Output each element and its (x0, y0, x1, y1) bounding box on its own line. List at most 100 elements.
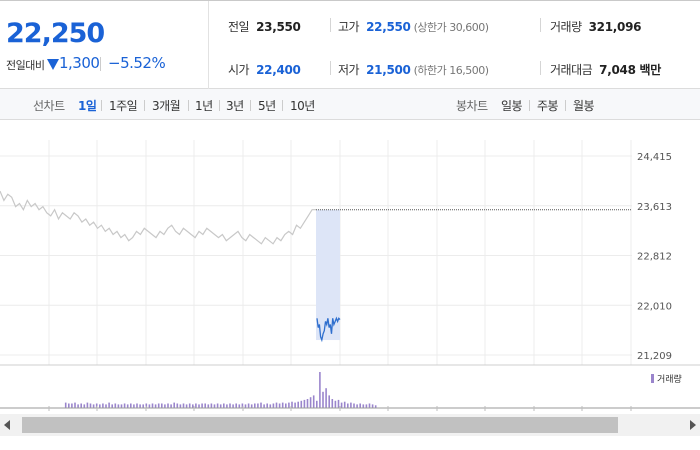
volume-bar (151, 403, 154, 408)
volume-bar (278, 403, 281, 408)
volume-bar (316, 400, 318, 408)
quote-header: 22,250 전일대비 1,300 −5.52% 전일 23,550 고가 22,5… (0, 0, 700, 89)
volume-bar (272, 403, 275, 408)
volume-bar (226, 404, 228, 408)
period-3y[interactable]: 3년 (226, 99, 244, 113)
volume-bar (64, 402, 67, 408)
volume-bar (347, 403, 349, 408)
divider (565, 100, 566, 111)
volume-bar (319, 372, 321, 408)
divider (250, 100, 251, 111)
volume-bar (359, 403, 361, 408)
scroll-left-arrow-icon[interactable] (4, 420, 10, 430)
volume-bar (114, 403, 117, 408)
stat-low: 저가 21,500 (하한가 16,500) (338, 61, 489, 78)
volume-bar (213, 404, 216, 408)
volume-bar (362, 404, 365, 408)
stat-label: 시가 (228, 63, 250, 77)
candle-daily[interactable]: 일봉 (501, 99, 523, 113)
volume-bar (182, 403, 185, 408)
volume-bar (260, 402, 262, 408)
volume-bar (374, 405, 377, 408)
volume-bar (254, 403, 256, 408)
volume-bar (371, 404, 374, 408)
volume-bar (291, 401, 293, 408)
volume-bar (281, 402, 284, 408)
divider (188, 100, 189, 111)
volume-bar (235, 403, 237, 408)
volume-bar (126, 404, 129, 408)
volume-bar (350, 402, 352, 408)
stat-lower-limit: (하한가 16,500) (413, 64, 489, 77)
volume-bar (198, 404, 200, 408)
volume-bar (111, 404, 113, 408)
volume-bar (133, 404, 135, 408)
volume-bar (95, 403, 98, 408)
volume-bar (130, 403, 132, 408)
stat-value: 7,048 백만 (599, 63, 661, 77)
volume-bar (257, 403, 259, 408)
divider (100, 57, 101, 71)
chart-scrollbar[interactable] (0, 414, 700, 436)
volume-bar (71, 403, 73, 408)
period-1w[interactable]: 1주일 (109, 99, 138, 113)
volume-bar (179, 404, 182, 408)
stat-value: 23,550 (256, 20, 301, 34)
y-tick-label: 23,613 (637, 202, 672, 213)
period-1d[interactable]: 1일 (78, 99, 97, 113)
divider (330, 18, 331, 32)
divider (144, 100, 145, 111)
volume-bar (343, 401, 346, 408)
volume-bar (176, 403, 179, 408)
y-axis-ticks: 24,415 23,613 22,812 22,010 21,209 (637, 152, 672, 362)
volume-bar (123, 403, 126, 408)
scroll-thumb[interactable] (22, 417, 618, 433)
volume-bar (353, 403, 355, 408)
y-tick-label: 24,415 (637, 152, 672, 163)
volume-bar (192, 404, 194, 408)
stat-value: 21,500 (366, 63, 411, 77)
stat-value: 22,400 (256, 63, 301, 77)
volume-bar (164, 404, 166, 408)
volume-bar (288, 402, 290, 408)
volume-bar (368, 403, 371, 408)
volume-bars (0, 372, 700, 409)
current-price: 22,250 (6, 18, 105, 49)
volume-bar (80, 403, 82, 408)
volume-bar (266, 403, 268, 408)
divider (540, 18, 541, 32)
volume-bar (105, 404, 107, 408)
candle-monthly[interactable]: 월봉 (573, 99, 595, 113)
volume-bar (232, 404, 234, 408)
period-5y[interactable]: 5년 (258, 99, 276, 113)
volume-bar (269, 404, 272, 408)
volume-bar (86, 402, 89, 408)
volume-bar (356, 404, 358, 408)
stat-high: 고가 22,550 (상한가 30,600) (338, 18, 489, 35)
volume-bar (120, 404, 123, 408)
divider (529, 100, 530, 111)
volume-bar (167, 403, 169, 408)
volume-bar (303, 399, 306, 408)
volume-bar (142, 404, 144, 408)
period-10y[interactable]: 10년 (290, 99, 315, 113)
period-1y[interactable]: 1년 (195, 99, 213, 113)
scroll-right-arrow-icon[interactable] (690, 420, 696, 430)
stat-prev-close: 전일 23,550 (228, 18, 301, 35)
candle-weekly[interactable]: 주봉 (537, 99, 559, 113)
line-chart-label: 선차트 (33, 99, 65, 113)
volume-bar (219, 404, 222, 408)
volume-legend: 거래량 (651, 372, 682, 385)
volume-bar (340, 402, 343, 408)
volume-bar (170, 404, 172, 408)
period-3m[interactable]: 3개월 (152, 99, 181, 113)
volume-legend-swatch (651, 374, 654, 383)
volume-bar (77, 404, 79, 408)
volume-bar (188, 403, 191, 408)
volume-bar (238, 404, 241, 408)
today-price-line (316, 316, 341, 343)
change-rate: −5.52% (108, 54, 166, 72)
volume-bar (210, 403, 213, 408)
volume-bar (300, 400, 303, 408)
volume-bar (139, 404, 141, 408)
